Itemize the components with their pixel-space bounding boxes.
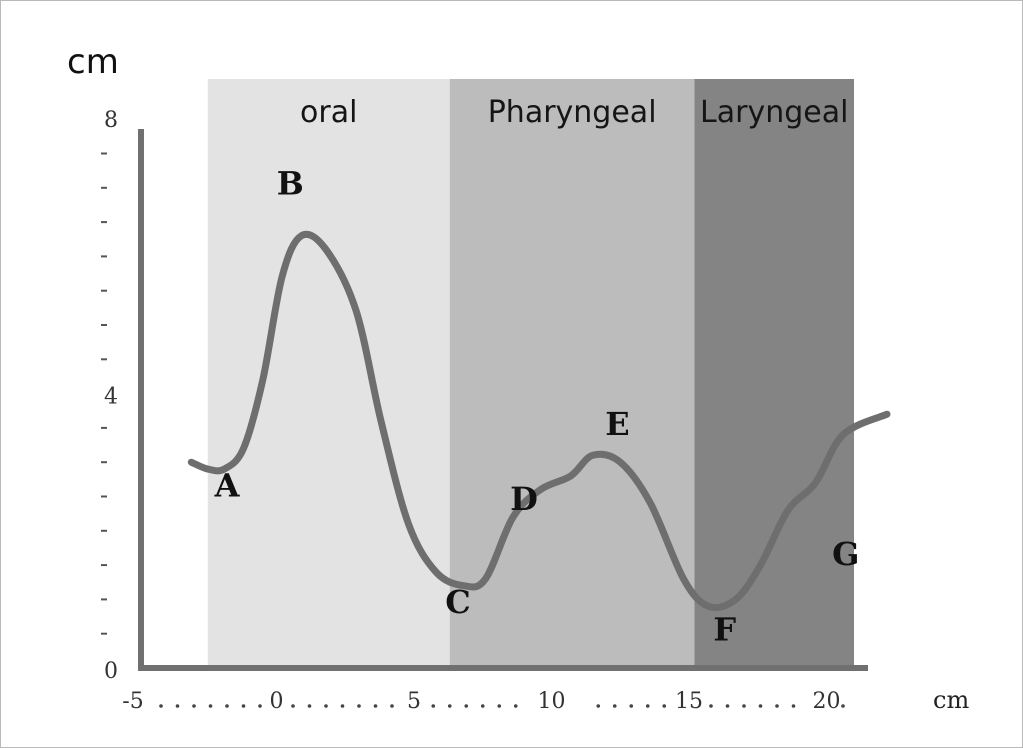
x-minor-dot xyxy=(629,704,634,708)
x-minor-dot xyxy=(497,704,502,708)
x-minor-dot xyxy=(709,704,713,708)
x-minor-dot xyxy=(258,704,262,708)
point-label-e: E xyxy=(605,405,629,443)
x-minor-dot xyxy=(307,704,312,708)
x-minor-dot xyxy=(373,704,378,708)
x-minor-dot xyxy=(159,704,163,708)
x-minor-dot xyxy=(758,704,763,708)
x-minor-dot xyxy=(291,704,295,708)
y-tick-label: 8 xyxy=(104,108,118,133)
axes-layer xyxy=(138,129,868,671)
x-minor-dot xyxy=(241,704,246,708)
point-label-a: A xyxy=(214,467,241,505)
region-laryngeal xyxy=(694,79,854,668)
y-tick-label: 0 xyxy=(104,659,118,684)
x-minor-dot xyxy=(447,704,452,708)
series-layer xyxy=(187,230,891,612)
x-minor-dot xyxy=(612,704,617,708)
x-minor-dot xyxy=(431,704,436,708)
x-minor-dot xyxy=(596,704,601,708)
x-minor-dot xyxy=(742,704,746,708)
x-tick-label: 0 xyxy=(270,689,284,714)
x-tick-label: -5 xyxy=(122,689,143,714)
x-minor-dot xyxy=(775,704,779,708)
x-tick-label: 15 xyxy=(675,689,703,714)
x-minor-dot xyxy=(645,704,650,708)
point-label-c: C xyxy=(445,583,470,621)
region-oral xyxy=(207,79,450,668)
x-tick-label: 20 xyxy=(813,689,841,714)
x-minor-dot xyxy=(662,704,667,708)
x-minor-dot xyxy=(791,704,796,708)
point-label-d: D xyxy=(510,480,538,518)
x-minor-dot xyxy=(192,704,196,708)
x-minor-dot xyxy=(841,704,845,708)
x-minor-dot xyxy=(513,704,518,708)
x-minor-dot xyxy=(175,704,180,708)
x-minor-dot xyxy=(480,704,485,708)
region-label-laryngeal: Laryngeal xyxy=(700,95,848,130)
x-tick-label: 10 xyxy=(538,689,566,714)
region-label-pharyngeal: Pharyngeal xyxy=(488,95,657,130)
x-tick-label: 5 xyxy=(407,689,421,714)
x-minor-dot xyxy=(225,704,229,708)
y-axis-label: cm xyxy=(67,42,119,82)
point-label-g: G xyxy=(832,535,859,573)
x-minor-dot xyxy=(208,704,213,708)
x-minor-dot xyxy=(390,704,394,708)
point-label-f: F xyxy=(713,611,736,649)
x-minor-dot xyxy=(324,704,328,708)
point-label-b: B xyxy=(277,165,304,203)
x-axis-label: cm xyxy=(933,686,969,714)
regions-layer: oral Pharyngeal Laryngeal xyxy=(207,79,854,668)
series-line xyxy=(187,230,891,612)
x-minor-dot xyxy=(340,704,345,708)
y-tick-label: 4 xyxy=(104,385,118,410)
region-label-oral: oral xyxy=(300,95,357,130)
x-minor-dot xyxy=(357,704,361,708)
annotations-layer: A B C D E F G xyxy=(214,165,860,649)
x-minor-dot xyxy=(464,704,469,708)
ticks-layer: 048-5 0 5 10 15 20 xyxy=(101,108,845,714)
x-minor-dot xyxy=(725,704,730,708)
